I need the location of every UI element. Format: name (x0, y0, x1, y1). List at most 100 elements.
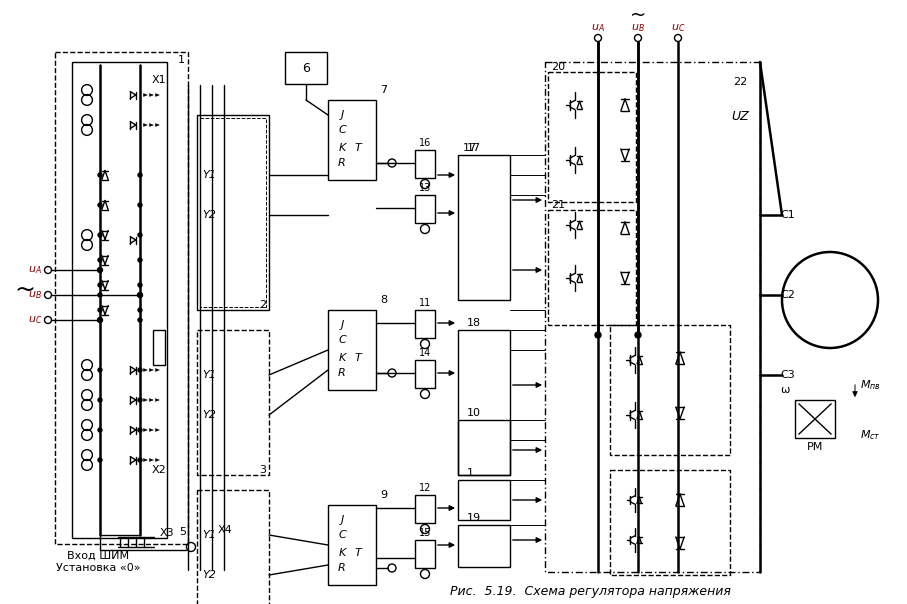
Text: 2: 2 (258, 300, 266, 310)
Bar (328, 310, 376, 390)
Circle shape (138, 398, 142, 402)
Circle shape (138, 283, 142, 287)
Text: 3: 3 (259, 465, 266, 475)
Text: 20: 20 (551, 62, 565, 72)
Circle shape (98, 368, 102, 372)
Text: C: C (338, 125, 346, 135)
Text: $u_A$: $u_A$ (28, 264, 42, 276)
Bar (548, 210, 636, 325)
Bar (285, 52, 327, 84)
Text: 10: 10 (467, 408, 481, 418)
Text: 6: 6 (302, 62, 310, 74)
Circle shape (98, 318, 102, 322)
Text: Y2: Y2 (202, 210, 216, 220)
Text: $u_A$: $u_A$ (591, 22, 605, 34)
Text: 8: 8 (380, 295, 387, 305)
Text: Рис.  5.19.  Схема регулятора напряжения: Рис. 5.19. Схема регулятора напряжения (450, 585, 730, 599)
Text: J: J (340, 110, 344, 120)
Bar (197, 115, 269, 310)
Circle shape (138, 318, 142, 322)
Circle shape (98, 428, 102, 432)
Text: 18: 18 (467, 318, 481, 328)
Text: 17: 17 (463, 143, 477, 153)
Text: K: K (338, 353, 346, 363)
Bar (610, 470, 730, 575)
Text: 1: 1 (467, 468, 474, 478)
Bar (153, 330, 165, 365)
Text: $u_B$: $u_B$ (631, 22, 645, 34)
Bar (415, 195, 435, 223)
Bar (458, 155, 510, 300)
Text: 22: 22 (733, 77, 747, 87)
Bar (72, 62, 167, 538)
Text: 17: 17 (467, 143, 481, 153)
Bar (610, 325, 730, 455)
Text: $u_C$: $u_C$ (27, 314, 42, 326)
Text: 13: 13 (419, 183, 431, 193)
Text: 16: 16 (419, 138, 431, 148)
Bar (328, 100, 376, 180)
Text: T: T (355, 353, 361, 363)
Bar (795, 400, 835, 438)
Circle shape (97, 268, 102, 272)
Text: C2: C2 (780, 290, 795, 300)
Text: 11: 11 (419, 298, 431, 308)
Text: 1: 1 (178, 55, 185, 65)
Text: $u_C$: $u_C$ (671, 22, 685, 34)
Text: Y1: Y1 (202, 530, 216, 540)
Text: 14: 14 (419, 348, 431, 358)
Bar (458, 330, 510, 475)
Circle shape (98, 203, 102, 207)
Text: R: R (338, 563, 346, 573)
Text: C1: C1 (780, 210, 795, 220)
Text: Y1: Y1 (202, 370, 216, 380)
Circle shape (97, 318, 102, 323)
Circle shape (98, 283, 102, 287)
Text: K: K (338, 143, 346, 153)
Circle shape (138, 173, 142, 177)
Text: РМ: РМ (807, 442, 824, 452)
Text: 21: 21 (551, 200, 565, 210)
Text: R: R (338, 158, 346, 168)
Circle shape (98, 293, 102, 297)
Text: $M_{ст}$: $M_{ст}$ (860, 428, 881, 442)
Bar (328, 505, 376, 585)
Text: R: R (338, 368, 346, 378)
Circle shape (98, 233, 102, 237)
Circle shape (98, 458, 102, 462)
Text: T: T (355, 143, 361, 153)
Bar (415, 540, 435, 568)
Text: C: C (338, 335, 346, 345)
Text: X2: X2 (152, 465, 167, 475)
Text: X4: X4 (218, 525, 233, 535)
Text: ~: ~ (629, 5, 646, 25)
Text: UZ: UZ (731, 111, 749, 123)
Text: 12: 12 (419, 483, 431, 493)
Bar (458, 420, 510, 475)
Text: $u_B$: $u_B$ (28, 289, 42, 301)
Bar (200, 118, 266, 307)
Text: Y1: Y1 (202, 170, 216, 180)
Circle shape (98, 173, 102, 177)
Bar (458, 480, 510, 520)
Circle shape (138, 203, 142, 207)
Bar (197, 490, 269, 604)
Text: 5: 5 (180, 527, 187, 537)
Text: 19: 19 (467, 513, 481, 523)
Circle shape (138, 233, 142, 237)
Circle shape (138, 368, 142, 372)
Bar (197, 330, 269, 475)
Circle shape (138, 258, 142, 262)
Text: $M_{пв}$: $M_{пв}$ (860, 378, 881, 392)
Bar (415, 360, 435, 388)
Text: K: K (338, 548, 346, 558)
Bar (415, 150, 435, 178)
Circle shape (138, 308, 142, 312)
Bar (415, 495, 435, 523)
Bar (415, 310, 435, 338)
Circle shape (98, 308, 102, 312)
Text: Вход ШИМ: Вход ШИМ (67, 551, 129, 561)
Circle shape (138, 458, 142, 462)
Circle shape (138, 293, 142, 297)
Circle shape (595, 332, 601, 338)
